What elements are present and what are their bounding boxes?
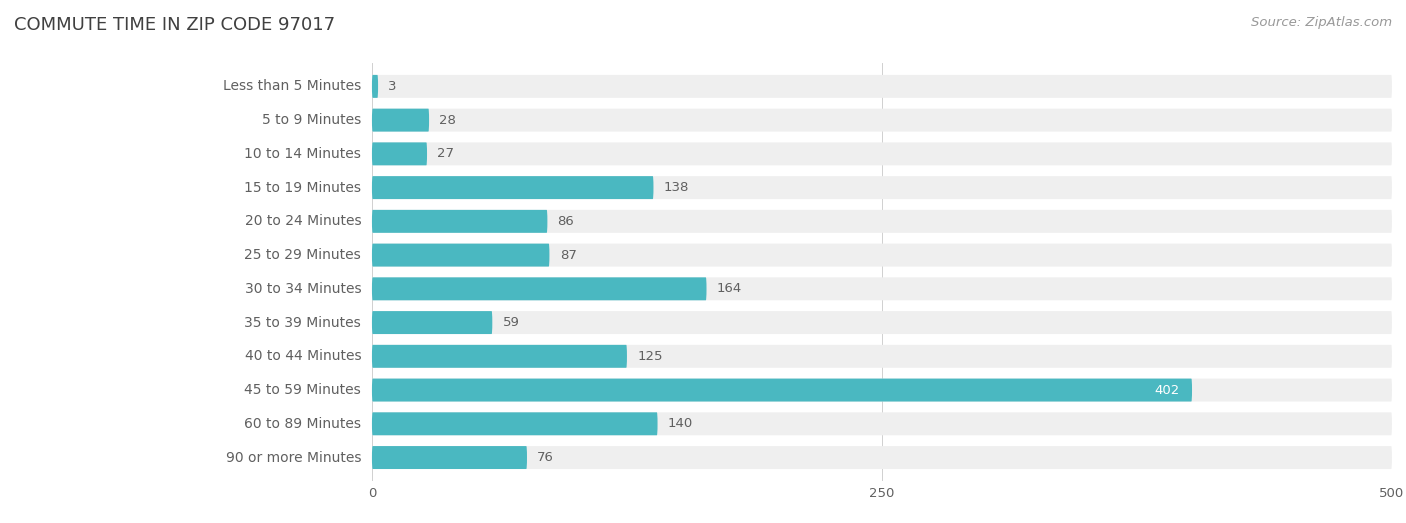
FancyBboxPatch shape [373,210,1392,233]
Text: 40 to 44 Minutes: 40 to 44 Minutes [245,349,361,363]
FancyBboxPatch shape [373,176,1392,199]
FancyBboxPatch shape [373,176,654,199]
FancyBboxPatch shape [373,244,550,267]
FancyBboxPatch shape [373,75,1392,98]
Text: 402: 402 [1154,383,1180,396]
Text: 140: 140 [668,417,693,430]
Text: 45 to 59 Minutes: 45 to 59 Minutes [245,383,361,397]
FancyBboxPatch shape [373,379,1192,402]
Text: 35 to 39 Minutes: 35 to 39 Minutes [245,315,361,329]
FancyBboxPatch shape [373,142,1392,165]
Text: 20 to 24 Minutes: 20 to 24 Minutes [245,214,361,229]
Text: 60 to 89 Minutes: 60 to 89 Minutes [245,417,361,431]
Text: 5 to 9 Minutes: 5 to 9 Minutes [262,113,361,127]
FancyBboxPatch shape [373,412,658,435]
Text: Source: ZipAtlas.com: Source: ZipAtlas.com [1251,16,1392,29]
Text: COMMUTE TIME IN ZIP CODE 97017: COMMUTE TIME IN ZIP CODE 97017 [14,16,335,33]
FancyBboxPatch shape [373,109,1392,132]
FancyBboxPatch shape [373,345,627,368]
Text: Less than 5 Minutes: Less than 5 Minutes [224,79,361,94]
FancyBboxPatch shape [373,379,1392,402]
FancyBboxPatch shape [373,109,429,132]
FancyBboxPatch shape [373,311,492,334]
FancyBboxPatch shape [373,244,1392,267]
Text: 87: 87 [560,248,576,262]
FancyBboxPatch shape [373,345,1392,368]
FancyBboxPatch shape [373,277,1392,300]
Text: 138: 138 [664,181,689,194]
Text: 76: 76 [537,451,554,464]
Text: 27: 27 [437,147,454,161]
Text: 15 to 19 Minutes: 15 to 19 Minutes [245,180,361,195]
Text: 28: 28 [439,113,456,127]
FancyBboxPatch shape [373,142,427,165]
Text: 10 to 14 Minutes: 10 to 14 Minutes [245,147,361,161]
Text: 125: 125 [637,350,662,363]
Text: 3: 3 [388,80,396,93]
FancyBboxPatch shape [373,412,1392,435]
FancyBboxPatch shape [373,311,1392,334]
FancyBboxPatch shape [373,446,527,469]
FancyBboxPatch shape [373,277,706,300]
Text: 25 to 29 Minutes: 25 to 29 Minutes [245,248,361,262]
Text: 30 to 34 Minutes: 30 to 34 Minutes [245,282,361,296]
Text: 90 or more Minutes: 90 or more Minutes [226,450,361,464]
FancyBboxPatch shape [373,75,378,98]
FancyBboxPatch shape [373,210,547,233]
Text: 86: 86 [558,215,574,228]
FancyBboxPatch shape [373,446,1392,469]
Text: 164: 164 [717,282,742,295]
Text: 59: 59 [502,316,519,329]
